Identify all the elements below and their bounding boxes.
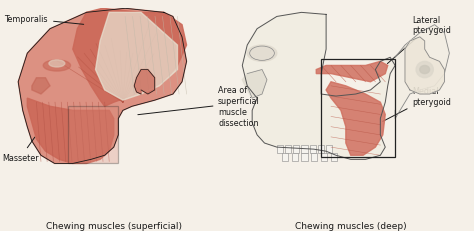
Text: Chewing muscles (superficial): Chewing muscles (superficial) <box>46 221 182 230</box>
Polygon shape <box>405 38 445 95</box>
Polygon shape <box>326 82 385 156</box>
Bar <box>285 146 291 154</box>
Text: Temporalis: Temporalis <box>5 15 84 25</box>
Polygon shape <box>96 13 177 101</box>
Bar <box>321 60 395 158</box>
Ellipse shape <box>43 61 71 72</box>
Polygon shape <box>242 70 267 99</box>
Bar <box>331 154 337 162</box>
Polygon shape <box>73 9 187 107</box>
Ellipse shape <box>416 62 433 78</box>
Bar <box>318 146 324 154</box>
Bar <box>301 146 308 154</box>
Polygon shape <box>32 78 50 95</box>
Polygon shape <box>242 13 395 160</box>
Polygon shape <box>27 99 114 164</box>
Bar <box>311 154 318 162</box>
Polygon shape <box>18 9 187 164</box>
Text: Masseter: Masseter <box>2 137 39 162</box>
Bar <box>301 154 308 162</box>
Text: Chewing muscles (deep): Chewing muscles (deep) <box>295 221 407 230</box>
Polygon shape <box>134 70 155 95</box>
Bar <box>293 146 300 154</box>
Ellipse shape <box>49 61 65 68</box>
Bar <box>68 107 118 164</box>
Polygon shape <box>395 25 449 119</box>
Bar <box>321 154 328 162</box>
Text: Area of
superficial
muscle
dissection: Area of superficial muscle dissection <box>218 85 260 127</box>
Bar <box>277 146 283 154</box>
Polygon shape <box>316 62 388 82</box>
Bar <box>310 146 316 154</box>
Text: Lateral
pterygoid: Lateral pterygoid <box>387 16 451 64</box>
Bar <box>282 154 288 162</box>
Bar <box>292 154 298 162</box>
Ellipse shape <box>247 46 277 62</box>
Ellipse shape <box>420 66 429 74</box>
Bar <box>326 146 332 154</box>
Text: Medial
pterygoid: Medial pterygoid <box>383 87 451 122</box>
